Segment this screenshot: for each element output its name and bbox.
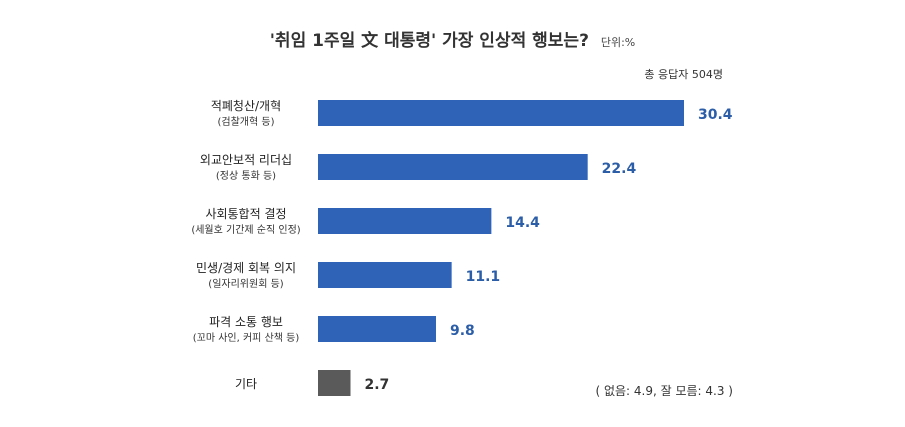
category-sublabel-4: (일자리위원회 등): [208, 277, 283, 290]
value-label-5: 9.8: [450, 323, 475, 339]
chart-title-text: '취임 1주일 文 대통령' 가장 인상적 행보는?: [269, 31, 589, 51]
value-label-3: 14.4: [505, 215, 540, 231]
category-label-1: 적폐청산/개혁: [211, 99, 281, 113]
respondent-count: 총 응답자 504명: [644, 68, 723, 81]
category-label-2: 외교안보적 리더십: [200, 153, 292, 167]
bar-3: [318, 208, 492, 234]
bar-6: [318, 370, 351, 396]
category-label-6: 기타: [235, 377, 257, 391]
category-sublabel-1: (검찰개혁 등): [218, 116, 275, 128]
category-sublabel-2: (정상 통화 등): [216, 170, 276, 182]
bar-1: [318, 100, 684, 126]
category-sublabel-5: (꼬마 사인, 커피 산책 등): [193, 332, 300, 344]
bar-4: [318, 262, 452, 288]
category-label-4: 민생/경제 회복 의지: [196, 261, 296, 275]
category-sublabel-3: (세월호 기간제 순직 인정): [191, 224, 300, 236]
bar-5: [318, 316, 436, 342]
value-label-1: 30.4: [698, 107, 733, 123]
value-label-2: 22.4: [602, 161, 637, 177]
value-label-4: 11.1: [466, 269, 501, 285]
chart-unit: 단위:%: [600, 36, 636, 49]
chart-title: '취임 1주일 文 대통령' 가장 인상적 행보는? 단위:%: [0, 26, 905, 51]
bar-2: [318, 154, 588, 180]
category-label-3: 사회통합적 결정: [205, 207, 286, 221]
footnote: ( 없음: 4.9, 잘 모름: 4.3 ): [595, 384, 733, 398]
category-label-5: 파격 소통 행보: [209, 314, 283, 329]
value-label-6: 2.7: [365, 377, 390, 393]
